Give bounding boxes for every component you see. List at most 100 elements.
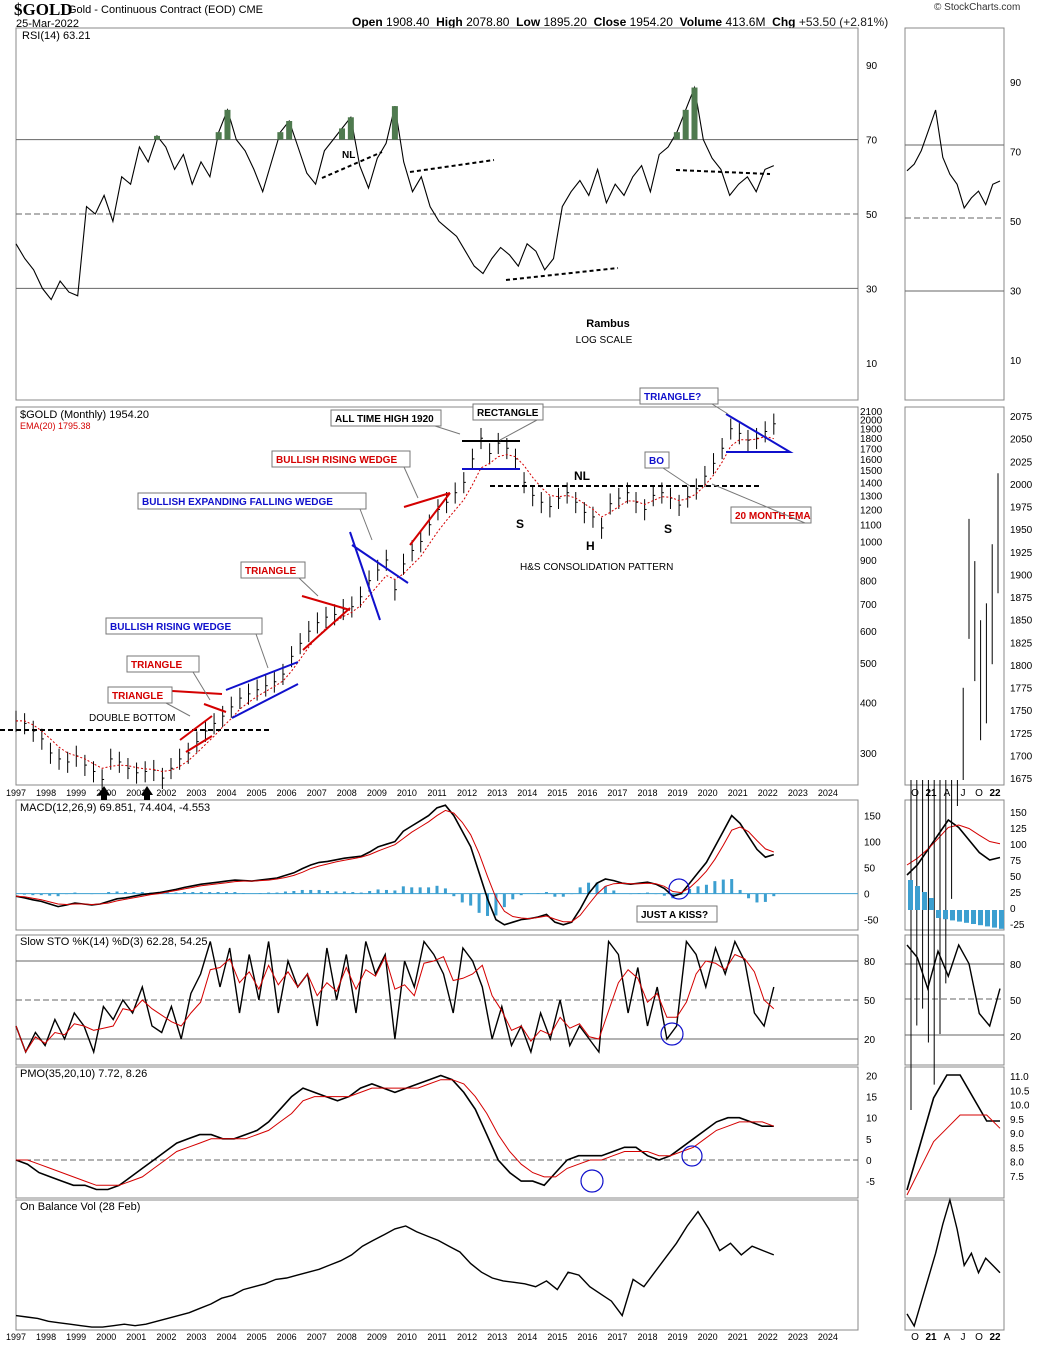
panel-frame-macd: [15, 799, 859, 931]
macd-histogram-bar: [696, 886, 700, 894]
x-axis-year-label: 2010: [397, 788, 417, 798]
macd-histogram-bar: [225, 892, 228, 894]
macd-histogram-bar: [22, 893, 26, 895]
x-axis-year-label: 2023: [788, 788, 808, 798]
x-axis-year-label-bottom: 2002: [156, 1332, 176, 1342]
annotation-bullish-rising-wedge-2: BULLISH RISING WEDGE: [110, 622, 231, 633]
macd-tick-label: 100: [864, 838, 881, 849]
macd-histogram-bar: [123, 892, 127, 894]
x-axis-year-label: 1997: [6, 788, 26, 798]
side-panel-frame-stoch: [904, 934, 1005, 1066]
price-title: $GOLD (Monthly) 1954.20: [20, 409, 149, 421]
ema-label: EMA(20) 1795.38: [20, 421, 91, 431]
macd-histogram-bar: [309, 889, 313, 894]
double-bottom-arrow: [98, 786, 110, 795]
side-price-tick: 1875: [1010, 593, 1033, 604]
macd-histogram-bar: [283, 891, 287, 894]
pattern-trendline: [302, 607, 351, 651]
x-axis-year-label: 2000: [96, 788, 116, 798]
macd-histogram-bar: [460, 893, 464, 903]
macd-histogram-bar: [351, 892, 355, 894]
side-panel-frame-rsi: [904, 27, 1005, 401]
side-macd-tick: 150: [1010, 808, 1027, 819]
macd-histogram-bar: [578, 887, 582, 894]
annotation-all-time-high-box: [330, 409, 442, 427]
annotation-triangle-question: TRIANGLE?: [644, 392, 701, 403]
macd-histogram-bar: [738, 889, 742, 894]
price-tick-label: 2100: [860, 407, 883, 418]
annotation-bo-pointer: [662, 467, 691, 487]
pattern-trendline: [225, 661, 299, 691]
macd-histogram-bar: [216, 892, 220, 894]
annotation-triangle-3-box: [107, 686, 173, 704]
rsi-title: RSI(14) 63.21: [22, 30, 90, 42]
x-axis-year-label: 2013: [487, 788, 507, 798]
x-axis-year-label: 2002: [156, 788, 176, 798]
side-price-tick: 2000: [1010, 480, 1033, 491]
price-tick-label: 1000: [860, 537, 883, 548]
side-price-tick: 1850: [1010, 616, 1033, 627]
rsi-overbought-fill: [153, 135, 160, 140]
side-panel-frame-macd: [904, 799, 1005, 931]
macd-histogram-bar: [368, 891, 372, 894]
annotation-just-a-kiss-box: [636, 905, 718, 923]
double-bottom-arrow-stem: [101, 794, 107, 800]
pmo-title: PMO(35,20,10) 7.72, 8.26: [20, 1068, 147, 1080]
x-axis-year-label: 2005: [247, 788, 267, 798]
macd-histogram-bar: [384, 889, 388, 894]
pmo-tick-label: 5: [866, 1135, 872, 1146]
price-tick-label: 400: [860, 698, 877, 709]
side-rsi-tick: 50: [1010, 217, 1022, 228]
price-tick-label: 1100: [860, 521, 882, 532]
macd-histogram-bar: [486, 893, 490, 916]
side-x-label: 22: [989, 788, 1001, 799]
side-pmo-tick: 9.0: [1010, 1129, 1024, 1140]
price-tick-label: 2000: [860, 416, 883, 427]
macd-histogram-bar: [115, 891, 119, 894]
macd-histogram-bar: [174, 892, 178, 894]
side-macd-histogram-bar: [964, 910, 969, 923]
macd-histogram-bar: [410, 887, 414, 894]
x-axis-year-label-bottom: 2000: [96, 1332, 116, 1342]
price-tick-label: 1500: [860, 466, 883, 477]
side-price-tick: 1825: [1010, 638, 1033, 649]
pattern-trendline: [179, 715, 213, 741]
x-axis-year-label: 2003: [186, 788, 206, 798]
macd-histogram-bar: [326, 891, 330, 894]
pmo-circle: [580, 1169, 604, 1193]
x-axis-year-label-bottom: 2020: [698, 1332, 718, 1342]
pmo-line: [15, 1074, 774, 1191]
pattern-trendline: [203, 703, 227, 713]
macd-histogram-bar: [469, 893, 473, 906]
x-axis-year-label: 1998: [36, 788, 56, 798]
annotation-bullish-rising-wedge-pointer: [403, 466, 419, 499]
macd-histogram-bar: [763, 893, 767, 902]
price-tick-label: 600: [860, 627, 877, 638]
x-axis-year-label: 2007: [307, 788, 327, 798]
x-axis-year-label: 2008: [337, 788, 357, 798]
side-x-label-bottom: A: [944, 1332, 951, 1343]
side-x-label-bottom: 21: [925, 1332, 937, 1343]
pmo-tick-label: 15: [866, 1093, 878, 1104]
side-x-label-bottom: J: [961, 1332, 966, 1343]
chart-date: 25-Mar-2022: [16, 18, 79, 30]
rsi-overbought-fill: [691, 87, 698, 140]
annotation-triangle-2: TRIANGLE: [131, 660, 182, 671]
annotation-bullish-rising-wedge-box: [271, 450, 411, 468]
double-bottom-arrow-stem: [144, 794, 150, 800]
side-stoch-k: [906, 943, 1001, 1028]
annotation-just-a-kiss: JUST A KISS?: [641, 910, 708, 921]
macd-histogram-bar: [233, 892, 237, 894]
brand-label: © StockCharts.com: [934, 2, 1021, 13]
macd-histogram-bar: [199, 892, 203, 894]
macd-tick-label: 0: [864, 890, 870, 901]
side-macd-histogram-bar: [936, 910, 941, 918]
side-stoch-tick: 50: [1010, 996, 1022, 1007]
annotation-s-right: S: [664, 522, 672, 536]
panel-frame-price: [15, 406, 859, 786]
macd-histogram-bar: [452, 893, 456, 897]
macd-histogram-bar: [544, 892, 548, 894]
rambus-label: Rambus: [586, 318, 629, 330]
macd-histogram-bar: [208, 892, 212, 894]
x-axis-year-label: 1999: [66, 788, 86, 798]
